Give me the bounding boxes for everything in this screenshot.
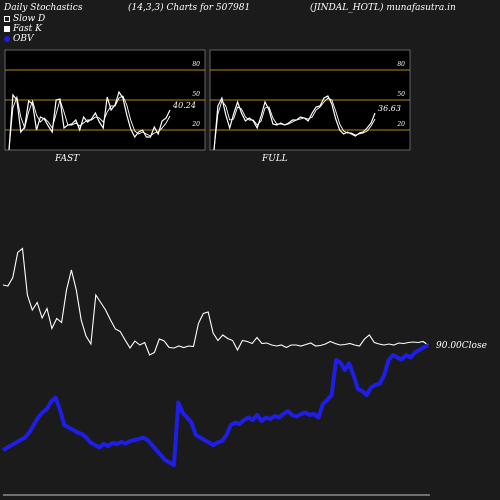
- fast-k-swatch-icon: [4, 26, 10, 32]
- obv-price-panel: 90.00Close: [2, 247, 487, 496]
- stochastic-series-line: [213, 95, 376, 151]
- legend-item-fast-k: Fast K: [4, 24, 42, 34]
- y-tick-label: 80: [192, 61, 200, 68]
- y-tick-label: 20: [396, 121, 405, 128]
- legend-label-slow-d: Slow D: [13, 14, 46, 24]
- legend-label-fast-k: Fast K: [13, 24, 42, 34]
- obv-line: [2, 343, 429, 467]
- chart-title: Daily Stochastics: [4, 3, 83, 13]
- stochastic-series-line: [8, 90, 171, 151]
- y-tick-label: 50: [397, 91, 405, 98]
- close-price-line: [2, 247, 429, 356]
- last-close-label: 90.00Close: [436, 341, 487, 351]
- y-tick-label: 50: [192, 91, 200, 98]
- fast-stochastic-panel: 20 50 80 40.24 FAST: [4, 49, 206, 164]
- last-value-label: 36.63: [378, 104, 401, 113]
- legend-item-slow-d: Slow D: [4, 14, 45, 24]
- y-tick-label: 80: [397, 61, 405, 68]
- chart-params: (14,3,3) Charts for 507981: [128, 3, 251, 13]
- last-value-label: 40.24: [172, 101, 196, 110]
- obv-swatch-icon: [4, 36, 10, 42]
- full-stochastic-panel: 20 50 80 36.63 FULL: [209, 49, 411, 164]
- slow-d-swatch-icon: [4, 16, 10, 22]
- stochastic-series-line: [8, 95, 171, 151]
- y-tick-label: 20: [191, 121, 200, 128]
- legend-item-obv: OBV: [4, 34, 34, 44]
- legend-label-obv: OBV: [13, 34, 34, 44]
- panel-label: FULL: [261, 154, 288, 164]
- stochastic-series-line: [213, 97, 376, 151]
- chart-symbol: (JINDAL_HOTL) munafasutra.in: [310, 3, 456, 13]
- panel-label: FAST: [54, 154, 80, 164]
